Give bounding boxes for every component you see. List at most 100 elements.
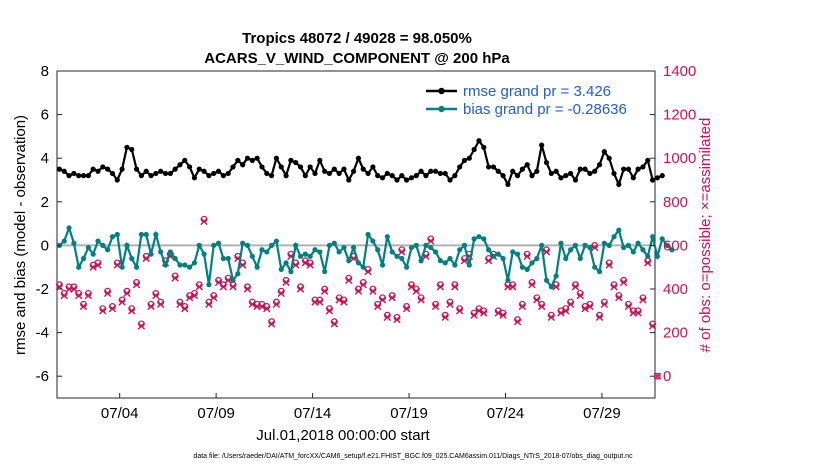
rmse-point [640, 164, 646, 170]
obs-assimilated-point [364, 267, 372, 276]
bias-point [172, 255, 178, 262]
rmse-point [355, 155, 362, 161]
obs-assimilated-point [282, 278, 290, 287]
rmse-point [177, 162, 183, 168]
rmse-point [645, 157, 651, 163]
obs-assimilated-point [615, 294, 623, 302]
right-tick-label: 1200 [663, 107, 696, 124]
rmse-point [457, 164, 463, 170]
bias-point [505, 277, 511, 283]
obs-assimilated-point [306, 261, 314, 269]
bias-point [486, 247, 492, 253]
x-tick-label: 07/19 [390, 405, 428, 422]
obs-assimilated-point [89, 263, 97, 271]
bias-point [143, 231, 149, 238]
rmse-point [167, 170, 173, 177]
bias-point [225, 255, 231, 262]
bias-point [510, 249, 516, 255]
bias-point [312, 247, 318, 253]
obs-assimilated-point [301, 259, 310, 267]
rmse-point [447, 177, 453, 183]
obs-assimilated-point [499, 311, 507, 319]
rmse-point [235, 157, 241, 163]
bias-point [85, 244, 91, 251]
obs-assimilated-point [181, 304, 189, 313]
bias-point [553, 273, 559, 279]
bias-point [543, 277, 550, 283]
rmse-point [322, 168, 328, 174]
bias-point [529, 260, 535, 266]
obs-assimilated-point [190, 291, 199, 300]
bias-point [625, 242, 632, 248]
rmse-point [572, 177, 579, 183]
bias-point [61, 238, 67, 244]
x-tick-label: 07/14 [294, 405, 332, 422]
rmse-point [293, 159, 299, 166]
bias-point [211, 242, 217, 248]
bias-point [437, 258, 443, 264]
obs-assimilated-point [528, 280, 536, 289]
rmse-point [360, 166, 366, 172]
rmse-point [317, 157, 323, 163]
obs-assimilated-point [600, 300, 609, 308]
obs-assimilated-point [171, 274, 179, 282]
rmse-point [158, 168, 164, 174]
bias-point [133, 264, 140, 270]
bias-point [428, 244, 434, 251]
bias-point [379, 262, 386, 268]
obs-assimilated-point [412, 287, 420, 295]
rmse-point [124, 144, 130, 150]
bias-point [495, 251, 501, 257]
rmse-point [514, 173, 521, 179]
rmse-point [105, 166, 111, 172]
obs-assimilated-point [634, 309, 642, 317]
obs-assimilated-point [84, 291, 93, 300]
rmse-point [423, 173, 429, 179]
obs-assimilated-point [383, 313, 392, 322]
bias-point [273, 238, 280, 244]
bias-point [601, 240, 607, 246]
obs-assimilated-point [586, 302, 594, 311]
right-tick-label: 0 [663, 368, 671, 385]
bias-point [447, 255, 453, 262]
obs-assimilated-point [610, 283, 618, 291]
bias-point [592, 264, 598, 270]
rmse-point [481, 144, 487, 150]
bias-point [302, 251, 308, 257]
bias-point [621, 244, 627, 251]
rmse-point [201, 168, 207, 174]
bias-point [177, 262, 183, 268]
rmse-point [254, 155, 260, 161]
bias-point [375, 247, 381, 253]
obs-assimilated-point [277, 289, 285, 298]
bias-point [244, 242, 251, 248]
obs-assimilated-point [219, 283, 228, 291]
rmse-point [90, 166, 96, 172]
bias-point [524, 266, 530, 272]
rmse-point [273, 155, 280, 161]
rmse-point [95, 168, 101, 174]
obs-assimilated-point [60, 291, 68, 300]
rmse-point [76, 173, 82, 179]
rmse-point [418, 168, 424, 174]
rmse-point [596, 162, 603, 168]
rmse-point [191, 175, 198, 181]
bias-point [201, 251, 207, 257]
rmse-point [143, 168, 149, 174]
obs-assimilated-point [118, 298, 126, 306]
obs-assimilated-point [378, 296, 387, 304]
bias-point [611, 234, 617, 240]
bias-point [182, 262, 188, 268]
bias-point [399, 255, 405, 262]
rmse-point [225, 170, 231, 177]
bias-point [288, 268, 294, 275]
obs-assimilated-point [523, 252, 531, 260]
obs-assimilated-point [75, 291, 83, 300]
bias-point [124, 242, 130, 248]
rmse-point [510, 168, 516, 174]
obs-assimilated-point [335, 296, 343, 304]
rmse-point [172, 166, 178, 172]
rmse-point [100, 164, 106, 170]
rmse-point [529, 173, 535, 179]
rmse-point [162, 170, 169, 177]
